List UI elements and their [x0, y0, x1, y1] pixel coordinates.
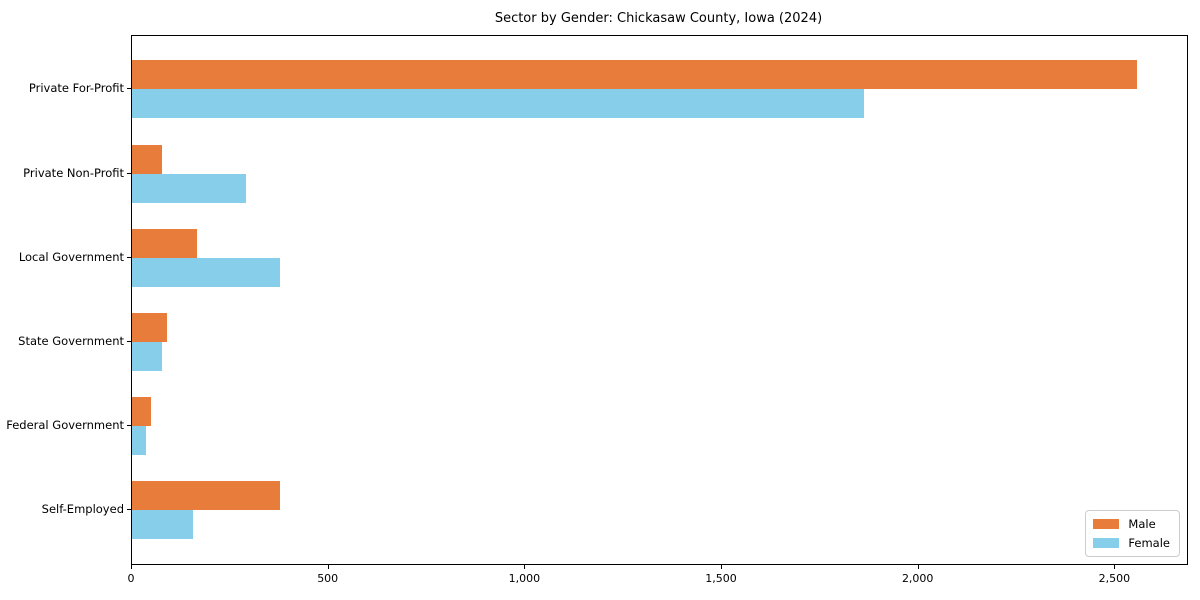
plot-area: Male Female: [131, 35, 1188, 565]
x-tick-mark: [327, 565, 329, 569]
legend-item-male: Male: [1093, 517, 1170, 531]
bar-male-state-government: [132, 312, 168, 342]
bar-female-private-non-profit: [132, 173, 246, 203]
x-tick-label: 1,500: [705, 572, 737, 585]
y-tick-label-private-for-profit: Private For-Profit: [28, 81, 124, 96]
y-tick-mark: [127, 425, 131, 426]
legend-label-male: Male: [1128, 517, 1156, 531]
x-tick-label: 1,000: [508, 572, 541, 585]
x-tick-label: 2,500: [1098, 572, 1131, 585]
legend: Male Female: [1085, 510, 1180, 557]
bar-male-federal-government: [132, 397, 151, 426]
y-tick-label-federal-government: Federal Government: [6, 418, 124, 432]
bar-male-local-government: [132, 228, 197, 258]
y-tick-mark: [127, 88, 131, 90]
x-tick-mark: [721, 565, 722, 569]
male-series-swatch: [1093, 519, 1120, 529]
x-tick-label: 0: [127, 572, 135, 585]
bar-female-local-government: [132, 257, 280, 287]
bar-female-self-employed: [132, 510, 193, 540]
legend-label-female: Female: [1128, 536, 1170, 550]
bar-female-private-for-profit: [132, 89, 864, 119]
x-tick-mark: [131, 565, 132, 569]
x-tick-label: 500: [317, 572, 339, 585]
bar-female-federal-government: [132, 426, 146, 455]
y-tick-mark: [127, 172, 131, 174]
y-tick-label-local-government: Local Government: [18, 249, 124, 264]
y-tick-mark: [127, 256, 131, 258]
y-tick-mark: [127, 509, 131, 511]
x-tick-label: 2,000: [901, 572, 934, 585]
female-series-swatch: [1093, 538, 1120, 548]
y-tick-mark: [127, 340, 131, 342]
y-tick-label-private-non-profit: Private Non-Profit: [23, 165, 124, 180]
x-tick-mark: [524, 565, 526, 569]
x-tick-mark: [1114, 565, 1116, 569]
bar-male-private-non-profit: [132, 144, 162, 174]
y-tick-label-state-government: State Government: [18, 333, 124, 348]
bar-male-private-for-profit: [132, 60, 1137, 90]
legend-item-female: Female: [1093, 536, 1170, 550]
y-tick-label-self-employed: Self-Employed: [41, 502, 124, 517]
chart-title: Sector by Gender: Chickasaw County, Iowa…: [494, 11, 823, 26]
bar-male-self-employed: [132, 481, 280, 511]
x-tick-mark: [917, 565, 919, 569]
bar-female-state-government: [132, 341, 162, 371]
